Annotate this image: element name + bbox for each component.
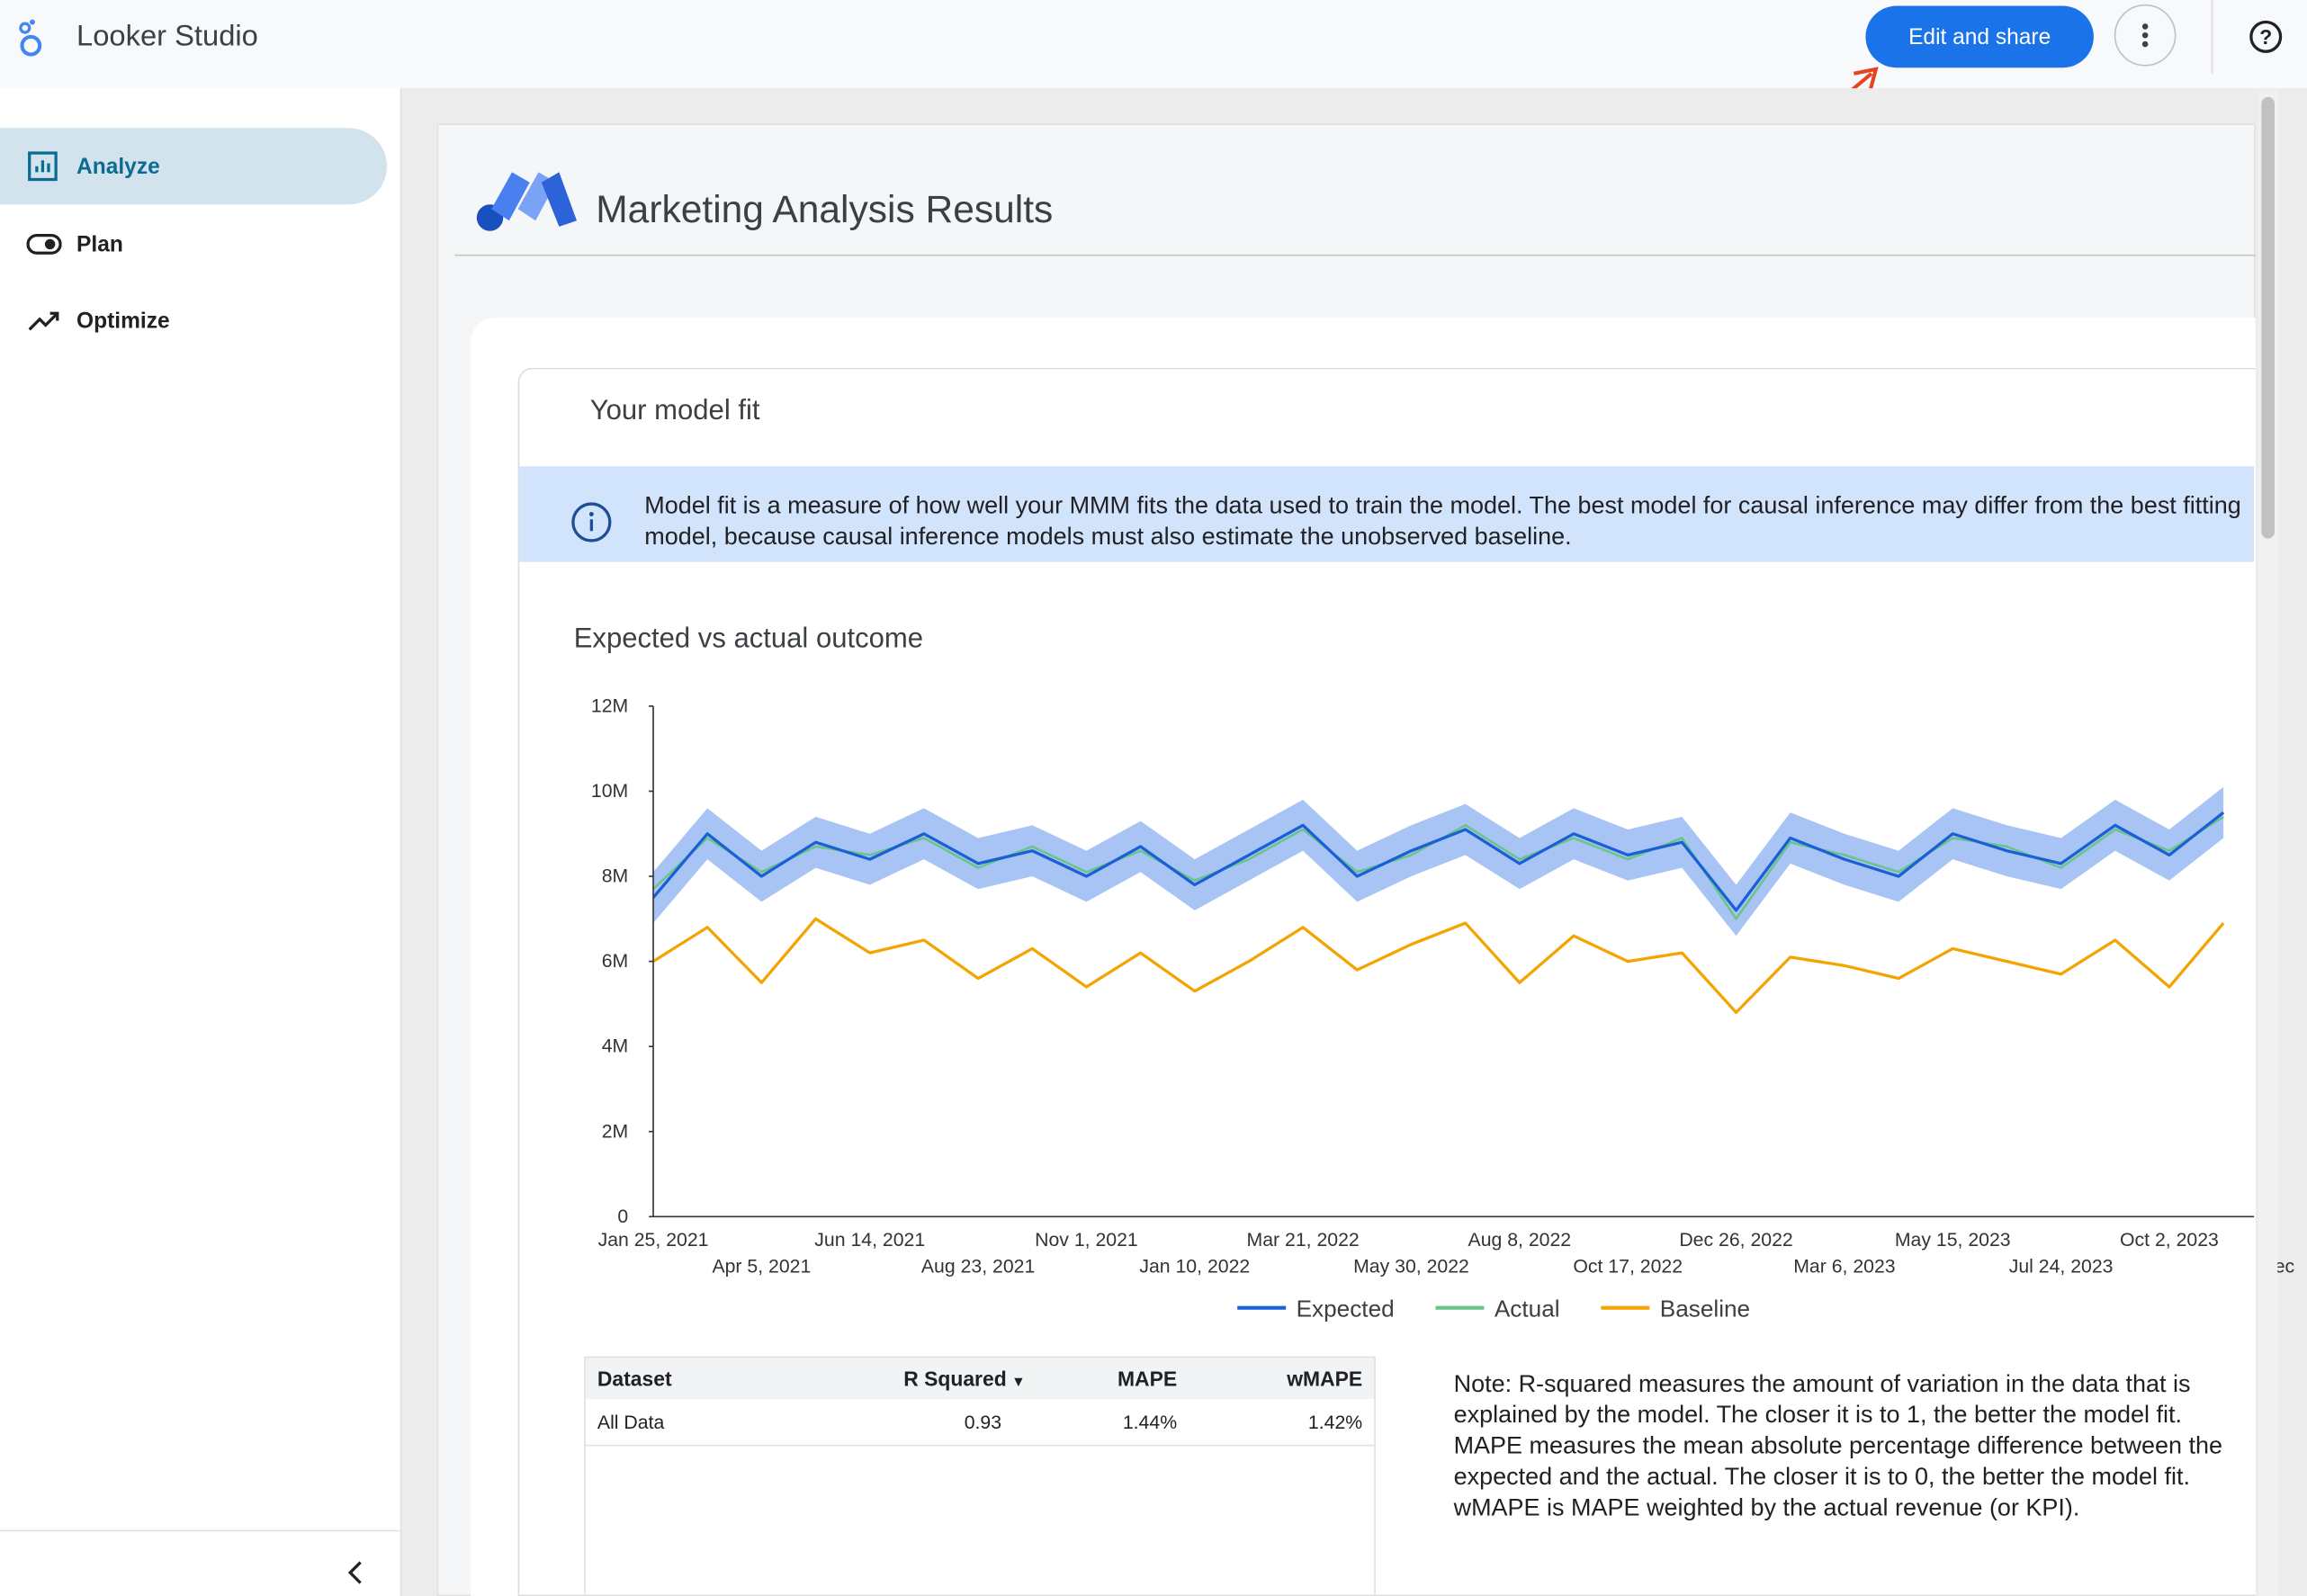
x-tick-label: Jan 10, 2022 [1139, 1255, 1250, 1277]
note-text: Note: R-squared measures the amount of v… [1453, 1371, 2223, 1521]
y-tick-label: 6M [602, 950, 629, 972]
nav-item[interactable]: Analyze [0, 128, 388, 205]
table-cell: 1.44% [1034, 1399, 1189, 1447]
y-tick-label: 8M [602, 865, 629, 887]
nav-item[interactable]: Plan [0, 206, 387, 282]
series-line [653, 811, 2225, 912]
x-tick-label: Jul 24, 2023 [2009, 1255, 2114, 1277]
header-label: wMAPE [1287, 1367, 1363, 1391]
x-tick-label: Mar 21, 2022 [1247, 1229, 1360, 1251]
divider [2211, 0, 2213, 74]
x-tick-label: Aug 8, 2022 [1468, 1229, 1572, 1251]
plot-area [653, 786, 2225, 1014]
nav-item[interactable]: Optimize [0, 282, 387, 359]
info-banner [519, 466, 2255, 562]
report-logo [476, 172, 577, 231]
column-header[interactable]: R Squared ▾ [768, 1357, 1035, 1400]
collapse-button[interactable] [341, 1558, 371, 1588]
chart-title: Expected vs actual outcome [574, 622, 923, 653]
info-text: Model fit is a measure of how well your … [644, 492, 2241, 551]
column-header[interactable]: wMAPE [1189, 1357, 1376, 1400]
series-line [653, 917, 2225, 1014]
svg-text:?: ? [2259, 25, 2272, 49]
x-tick-label: Aug 23, 2021 [921, 1255, 1035, 1277]
x-tick-label: Mar 6, 2023 [1793, 1255, 1895, 1277]
nav-label: Analyze [76, 153, 160, 179]
table-row: All Data 0.93 1.44% 1.42% [584, 1399, 1376, 1447]
table-cell: All Data [584, 1399, 769, 1447]
sort-icon: ▾ [1006, 1374, 1022, 1391]
app-name: Looker Studio [76, 20, 258, 53]
legend-label: Baseline [1660, 1296, 1750, 1323]
y-tick-label: 12M [591, 695, 628, 716]
table-cell: 1.42% [1189, 1399, 1376, 1447]
interval-band [653, 786, 2224, 937]
legend-label: Actual [1495, 1296, 1560, 1323]
column-header[interactable]: MAPE [1034, 1357, 1189, 1400]
table-cell: 0.93 [768, 1399, 1035, 1447]
scrollbar[interactable] [2258, 91, 2278, 1596]
nav-label: Optimize [76, 308, 170, 334]
section-title: Your model fit [589, 395, 760, 427]
header-label: MAPE [1117, 1367, 1178, 1391]
divider [454, 254, 2256, 256]
x-tick-label: Jun 14, 2021 [814, 1229, 925, 1251]
x-tick-label: Jan 25, 2021 [598, 1229, 709, 1251]
x-tick-label: May 15, 2023 [1895, 1229, 2011, 1251]
edit-share-button[interactable]: Edit and share [1865, 5, 2094, 68]
y-tick-label: 0 [617, 1206, 628, 1227]
x-tick-label: Oct 17, 2022 [1573, 1255, 1683, 1277]
sidebar [0, 88, 402, 1596]
info-icon [571, 502, 612, 542]
report-title: Marketing Analysis Results [596, 186, 1054, 231]
table-body-area [584, 1446, 1376, 1596]
nav-label: Plan [76, 231, 123, 257]
y-tick-label: 4M [602, 1036, 629, 1057]
header-label: R Squared [903, 1367, 1007, 1391]
logo [19, 19, 42, 57]
x-tick-label: Oct 2, 2023 [2120, 1229, 2219, 1251]
y-tick-label: 2M [602, 1120, 629, 1142]
help-button[interactable]: ? [2249, 19, 2284, 54]
x-tick-label: May 30, 2022 [1353, 1255, 1469, 1277]
x-tick-label: Dec 26, 2022 [1679, 1229, 1792, 1251]
column-header[interactable]: Dataset [584, 1357, 769, 1400]
metrics-table: Dataset R Squared ▾ MAPE wMAPE All Data 0.93… [584, 1356, 1376, 1447]
header-label: Dataset [597, 1367, 672, 1391]
divider [0, 1529, 400, 1532]
x-tick-label: Nov 1, 2021 [1035, 1229, 1138, 1251]
x-tick-label: Apr 5, 2021 [712, 1255, 811, 1277]
more-button[interactable] [2114, 4, 2177, 67]
y-tick-label: 10M [591, 780, 628, 802]
legend-label: Expected [1297, 1296, 1395, 1323]
